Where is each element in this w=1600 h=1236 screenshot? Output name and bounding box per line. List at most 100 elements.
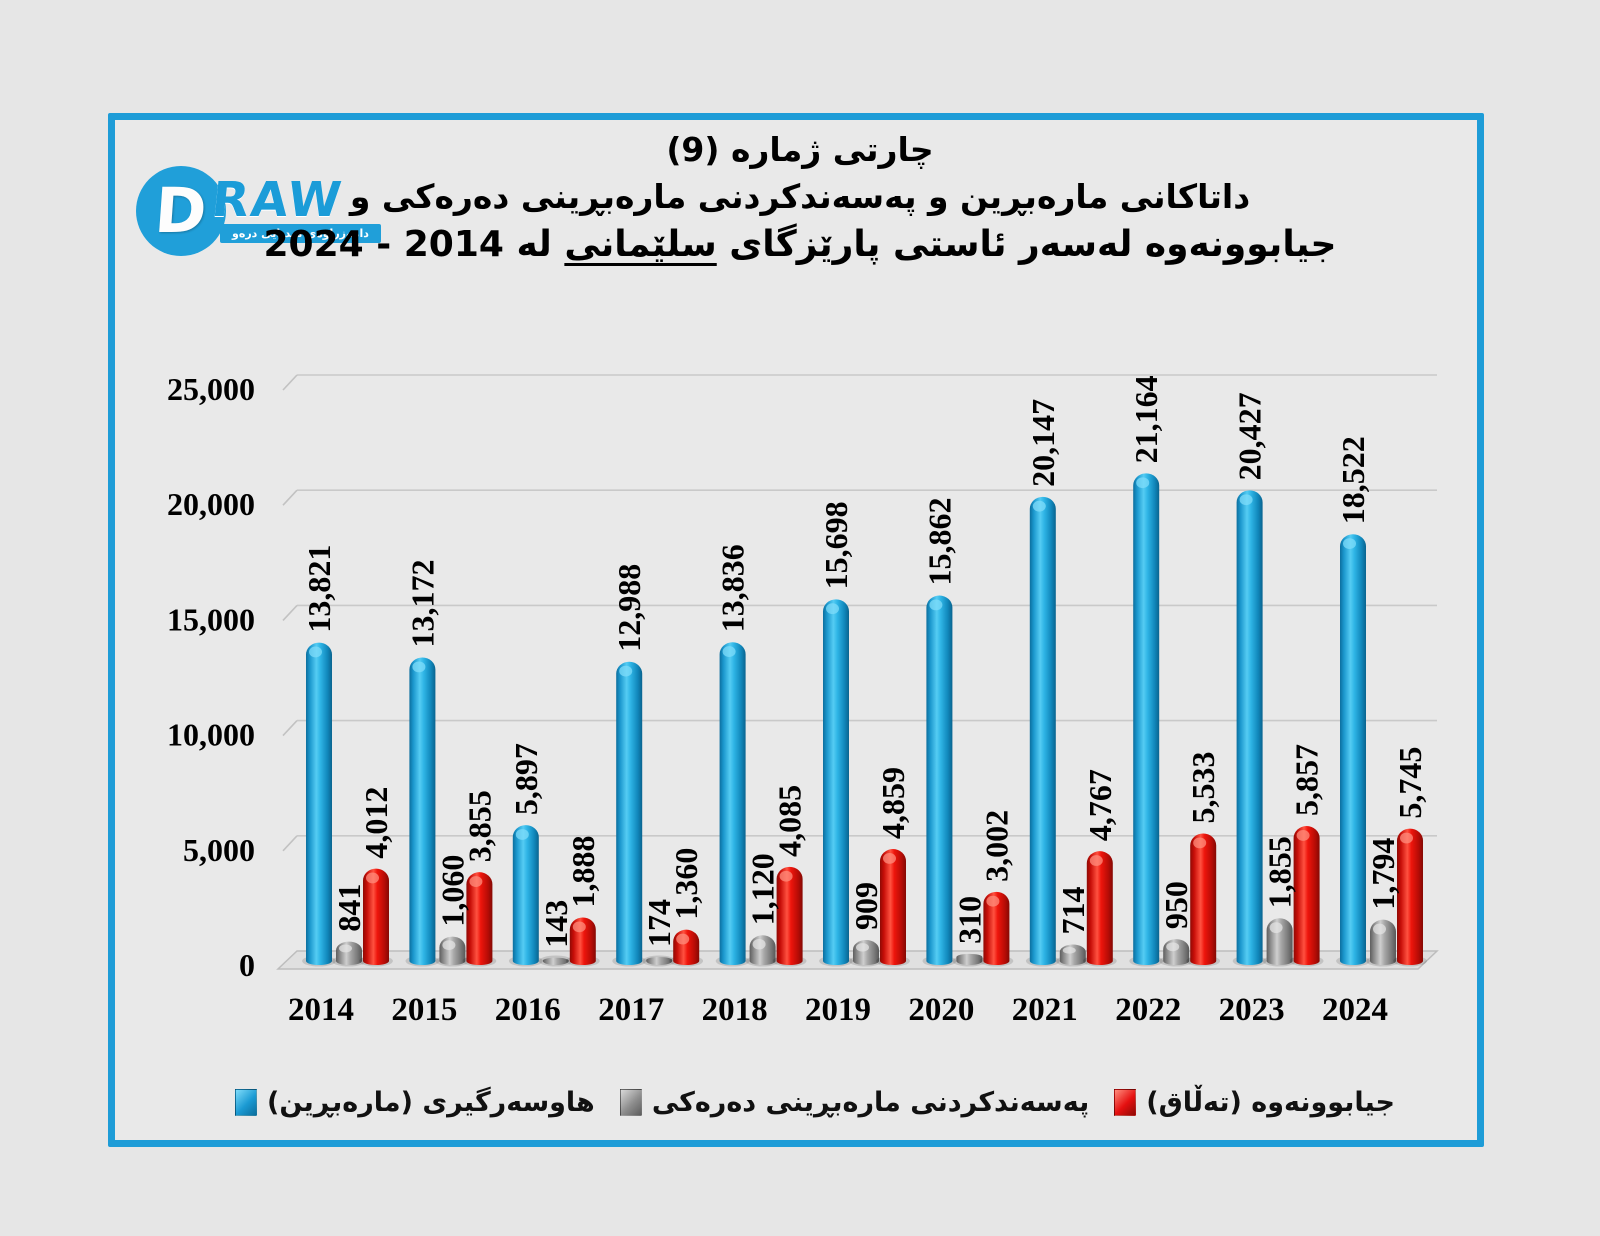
bar-value-label: 909: [848, 882, 884, 930]
bar-value-label: 3,002: [978, 810, 1014, 882]
bar-هاوسەرگیری (مارەبڕین)-2015: [409, 657, 436, 965]
bar-top-highlight: [1269, 922, 1283, 934]
bar-پەسەندکردنی مارەبڕینی دەرەکی-2018: [749, 935, 776, 965]
bar-value-label: 5,533: [1185, 752, 1221, 824]
bar-group-2017: [612, 661, 704, 967]
title-line3-pre: جیابوونەوە لەسەر ئاستی پارێزگای: [729, 224, 1337, 265]
x-axis-year-label: 2024: [1322, 992, 1388, 1028]
bar-value-label: 20,147: [1025, 399, 1061, 487]
bar-value-label: 714: [1055, 887, 1091, 935]
bar-value-label: 1,888: [565, 836, 601, 908]
bar-top-highlight: [339, 944, 352, 953]
bar-top-highlight: [1089, 855, 1103, 866]
bar-value-label: 15,862: [921, 498, 957, 586]
bar-top-highlight: [929, 599, 943, 611]
bar-جیابوونەوە (تەڵاق)-2024: [1397, 828, 1423, 965]
chart-legend: جیابوونەوە (تەڵاق) پەسەندکردنی مارەبڕینی…: [235, 1080, 1395, 1124]
y-axis-tick-label: 25,000: [167, 371, 255, 407]
chart-title: چارتی ژماره (9) داتاکانی مارەبڕین و پەسە…: [150, 126, 1450, 270]
x-axis-year-label: 2015: [391, 992, 457, 1028]
bar-top-highlight: [469, 876, 483, 887]
bar-top-highlight: [1193, 837, 1207, 849]
x-axis-year-label: 2014: [288, 992, 354, 1028]
x-axis-year-label: 2021: [1012, 992, 1078, 1028]
bar-top-highlight: [1032, 500, 1046, 512]
legend-label-external-marriage-approval: پەسەندکردنی مارەبڕینی دەرەکی: [651, 1086, 1090, 1118]
bar-value-label: 310: [951, 896, 987, 944]
bar-top-highlight: [1062, 946, 1076, 954]
gridline-tick: [282, 374, 298, 391]
title-line3-underlined-word: سلێمانی: [564, 224, 717, 265]
logo-circle-icon: D: [136, 166, 226, 256]
bar-جیابوونەوە (تەڵاق)-2014: [363, 868, 389, 965]
bar-value-label: 5,897: [508, 743, 544, 815]
bar-پەسەندکردنی مارەبڕینی دەرەکی-2022: [1163, 939, 1190, 965]
bar-value-label: 13,172: [404, 560, 440, 648]
bar-top-highlight: [752, 939, 766, 950]
bar-group-2021: [1025, 496, 1117, 967]
bar-top-highlight: [412, 661, 426, 673]
legend-item-marriage: هاوسەرگیری (مارەبڕین): [235, 1087, 595, 1118]
bar-value-label: 3,855: [461, 790, 497, 862]
bar-هاوسەرگیری (مارەبڕین)-2022: [1133, 473, 1160, 965]
bar-top-highlight: [856, 943, 869, 952]
bar-value-label: 5,857: [1289, 744, 1325, 816]
x-axis-year-label: 2020: [908, 992, 974, 1028]
legend-label-divorce: جیابوونەوە (تەڵاق): [1146, 1086, 1395, 1118]
y-axis-tick-label: 0: [239, 947, 255, 983]
bar-group-2019: [819, 599, 910, 967]
bar-هاوسەرگیری (مارەبڕین)-2024: [1340, 534, 1366, 965]
bar-group-2022: [1129, 473, 1221, 967]
bar-group-2018: [715, 642, 807, 967]
x-axis-year-label: 2022: [1115, 992, 1181, 1028]
bar-value-label: 1,794: [1365, 838, 1401, 910]
bar-group-2014: [302, 642, 393, 967]
bar-value-label: 1,360: [668, 848, 704, 920]
x-axis-year-label: 2016: [495, 992, 561, 1028]
red-series-marker-icon: [1114, 1088, 1137, 1116]
bar-value-label: 4,085: [772, 785, 808, 857]
bar-top-highlight: [676, 933, 690, 945]
bar-value-label: 1,855: [1262, 836, 1298, 908]
bar-هاوسەرگیری (مارەبڕین)-2018: [719, 642, 746, 965]
bar-value-label: 15,698: [818, 501, 854, 589]
x-axis-year-label: 2017: [598, 992, 664, 1028]
bar-group-2015: [405, 657, 497, 967]
bar-value-label: 1,120: [745, 853, 781, 925]
bar-هاوسەرگیری (مارەبڕین)-2017: [616, 661, 643, 965]
bar-value-label: 143: [538, 900, 574, 948]
bar-value-label: 5,745: [1392, 747, 1428, 819]
blue-series-marker-icon: [235, 1088, 257, 1116]
bar-top-highlight: [309, 646, 322, 658]
bar-جیابوونەوە (تەڵاق)-2020: [983, 891, 1010, 965]
bar-top-highlight: [1400, 832, 1413, 844]
y-axis-tick-label: 15,000: [167, 601, 255, 637]
bar-top-highlight: [1166, 942, 1180, 952]
bar-top-highlight: [1239, 494, 1253, 506]
gridline-tick: [282, 604, 298, 621]
gridline-tick: [282, 720, 298, 737]
bar-جیابوونەوە (تەڵاق)-2023: [1293, 826, 1320, 965]
bar-group-2023: [1232, 490, 1324, 967]
bar-هاوسەرگیری (مارەبڕین)-2023: [1236, 490, 1263, 965]
bar-value-label: 13,821: [301, 545, 337, 633]
x-axis-year-label: 2018: [702, 992, 768, 1028]
bar-value-label: 841: [331, 884, 367, 932]
bar-هاوسەرگیری (مارەبڕین)-2021: [1029, 496, 1056, 965]
bar-value-label: 13,836: [715, 544, 751, 632]
gray-series-marker-icon: [619, 1088, 642, 1116]
bar-پەسەندکردنی مارەبڕینی دەرەکی-2020: [956, 953, 983, 965]
bar-top-highlight: [1373, 923, 1386, 935]
y-axis-tick-label: 20,000: [167, 486, 255, 522]
bar-top-highlight: [1343, 538, 1356, 550]
logo-tagline: دامەزراوەی میدیایی درەو: [220, 224, 381, 243]
bar-top-highlight: [1296, 830, 1310, 841]
bar-پەسەندکردنی مارەبڕینی دەرەکی-2017: [646, 956, 673, 965]
bar-group-2024: [1336, 534, 1427, 967]
bar-value-label: 4,859: [875, 767, 911, 839]
bar-هاوسەرگیری (مارەبڕین)-2014: [306, 642, 332, 965]
bar-value-label: 21,164: [1128, 375, 1164, 463]
bar-جیابوونەوە (تەڵاق)-2019: [880, 849, 906, 965]
legend-label-marriage: هاوسەرگیری (مارەبڕین): [267, 1086, 595, 1118]
